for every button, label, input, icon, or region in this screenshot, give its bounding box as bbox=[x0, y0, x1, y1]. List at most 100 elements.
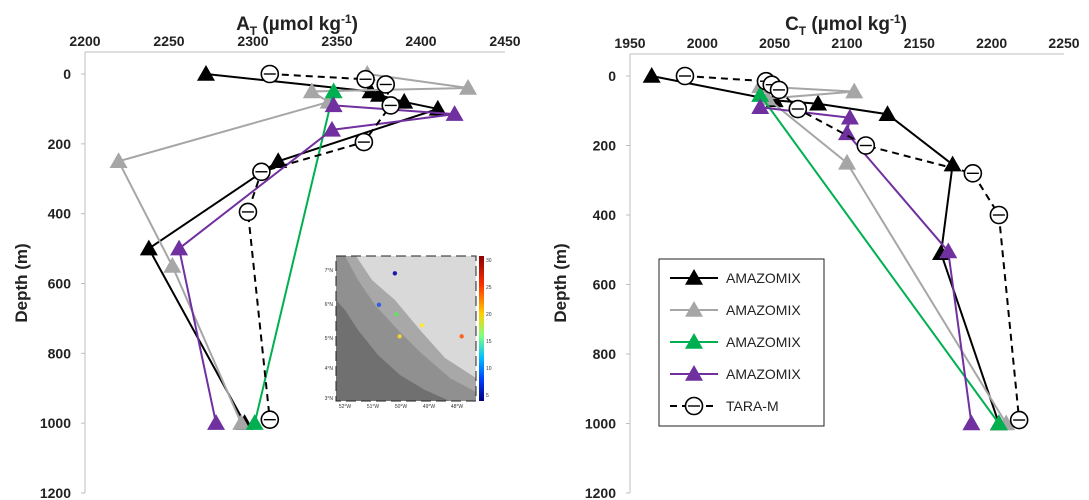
x-tick-label: 2350 bbox=[321, 33, 352, 49]
data-point-3-0 bbox=[324, 96, 343, 113]
data-point-3-3 bbox=[939, 242, 958, 259]
station-map-inset: 7°N 6°N 5°N 4°N 3°N 52°W 51°W 50°W 49°W 48°W 30 25… bbox=[325, 255, 492, 410]
map-land bbox=[336, 300, 450, 401]
x-tick-label: 2250 bbox=[153, 33, 184, 49]
data-point-3-0 bbox=[751, 98, 770, 115]
map-colorbar bbox=[479, 256, 484, 401]
data-point-0-6 bbox=[139, 239, 158, 256]
data-point-2-1 bbox=[245, 414, 264, 430]
map-station-dot bbox=[419, 323, 425, 328]
data-point-0-2 bbox=[809, 94, 828, 111]
data-point-2-0 bbox=[751, 86, 770, 102]
data-point-3-3 bbox=[170, 239, 189, 256]
y-tick-label: 600 bbox=[593, 277, 617, 293]
x-tick-label: 2050 bbox=[759, 35, 790, 51]
legend-label: AMAZOMIX bbox=[726, 334, 801, 350]
series-line-2 bbox=[759, 94, 1000, 425]
y-tick-label: 400 bbox=[48, 206, 72, 222]
map-station-dot bbox=[376, 302, 382, 308]
map-lon-label: 52°W bbox=[339, 404, 352, 410]
y-tick-label: 1200 bbox=[40, 485, 71, 500]
map-lon-label: 48°W bbox=[451, 404, 464, 410]
data-point-1-1 bbox=[459, 78, 478, 95]
data-point-2-0 bbox=[324, 82, 343, 99]
y-tick-label: 600 bbox=[48, 276, 72, 292]
y-tick-label: 1000 bbox=[40, 415, 71, 431]
colorbar-tick-label: 10 bbox=[486, 366, 492, 372]
y-tick-label: 800 bbox=[593, 346, 617, 362]
map-station-dot bbox=[459, 334, 464, 339]
map-lat-label: 6°N bbox=[325, 302, 334, 308]
data-point-1-3 bbox=[838, 153, 856, 170]
data-point-2-1 bbox=[989, 414, 1008, 431]
legend-marker bbox=[685, 333, 703, 349]
data-point-3-2 bbox=[838, 124, 856, 141]
map-lon-label: 50°W bbox=[395, 404, 408, 410]
colorbar-tick-label: 15 bbox=[486, 339, 492, 345]
data-point-0-0 bbox=[642, 67, 661, 83]
map-lon-label: 51°W bbox=[367, 404, 380, 410]
y-tick-label: 0 bbox=[63, 66, 71, 82]
x-tick-label: 2300 bbox=[237, 33, 268, 49]
map-lat-label: 4°N bbox=[325, 366, 334, 372]
map-lat-label: 3°N bbox=[325, 396, 334, 402]
x-tick-label: 2450 bbox=[489, 33, 520, 49]
chart-dic: CT (µmol kg-1) Depth (m) 1950 2000 2050 210… bbox=[551, 12, 1080, 500]
data-point-0-2 bbox=[370, 85, 388, 102]
data-point-0-0 bbox=[196, 65, 215, 81]
chart-title-dic: CT (µmol kg-1) bbox=[785, 12, 907, 38]
colorbar-tick-label: 5 bbox=[486, 393, 489, 399]
data-point-0-3 bbox=[878, 105, 897, 121]
x-tick-label: 2000 bbox=[687, 35, 718, 51]
data-point-1-6 bbox=[232, 414, 251, 430]
x-tick-label: 2400 bbox=[405, 33, 436, 49]
data-point-1-2 bbox=[302, 82, 321, 99]
data-point-3-1 bbox=[445, 105, 464, 121]
y-tick-label: 200 bbox=[48, 136, 72, 152]
map-lat-label: 5°N bbox=[325, 336, 334, 342]
colorbar-tick-label: 20 bbox=[486, 312, 492, 318]
data-point-3-4 bbox=[207, 414, 226, 430]
x-tick-label: 2100 bbox=[831, 35, 862, 51]
y-axis-label: Depth (m) bbox=[12, 243, 31, 322]
data-point-3-4 bbox=[962, 414, 981, 431]
y-tick-label: 800 bbox=[48, 345, 72, 361]
map-frame bbox=[335, 255, 477, 402]
legend-label: AMAZOMIX bbox=[726, 302, 801, 318]
map-lat-label: 7°N bbox=[325, 268, 334, 274]
y-tick-label: 1000 bbox=[585, 416, 616, 432]
series-line-2 bbox=[253, 91, 335, 424]
legend-label: AMAZOMIX bbox=[726, 270, 801, 286]
legend-marker bbox=[685, 301, 703, 317]
data-point-0-5 bbox=[269, 152, 288, 169]
data-point-1-5 bbox=[163, 257, 182, 273]
map-lon-label: 49°W bbox=[423, 404, 436, 410]
data-point-3-1 bbox=[840, 108, 859, 125]
data-point-0-4 bbox=[943, 155, 962, 172]
data-point-1-1 bbox=[845, 82, 864, 99]
data-point-1-4 bbox=[109, 152, 128, 169]
colorbar-tick-label: 25 bbox=[486, 285, 492, 291]
map-station-dot bbox=[397, 334, 402, 339]
x-tick-label: 2200 bbox=[69, 33, 100, 49]
map-station-dot bbox=[392, 271, 398, 276]
colorbar-tick-label: 30 bbox=[486, 258, 492, 264]
legend: AMAZOMIX AMAZOMIX AMAZOMIX AMAZOMIX TARA-M bbox=[658, 258, 825, 427]
map-station-dot bbox=[394, 312, 399, 317]
x-tick-label: 2250 bbox=[1048, 35, 1079, 51]
y-tick-label: 400 bbox=[593, 207, 617, 223]
x-tick-label: 1950 bbox=[614, 35, 645, 51]
legend-marker bbox=[685, 269, 703, 285]
x-tick-label: 2150 bbox=[904, 35, 935, 51]
legend-marker bbox=[685, 365, 703, 381]
x-tick-label: 2200 bbox=[976, 35, 1007, 51]
legend-label: AMAZOMIX bbox=[726, 366, 801, 382]
chart-title-alkalinity: AT (µmol kg-1) bbox=[236, 12, 358, 38]
y-axis-label: Depth (m) bbox=[551, 243, 570, 322]
y-tick-label: 200 bbox=[593, 138, 617, 154]
chart-alkalinity: AT (µmol kg-1) Depth (m) 2200 2250 2300 235… bbox=[12, 12, 521, 500]
y-tick-label: 0 bbox=[608, 68, 616, 84]
legend-label: TARA-M bbox=[726, 398, 779, 414]
y-tick-label: 1200 bbox=[585, 485, 616, 500]
data-point-3-2 bbox=[322, 120, 341, 137]
